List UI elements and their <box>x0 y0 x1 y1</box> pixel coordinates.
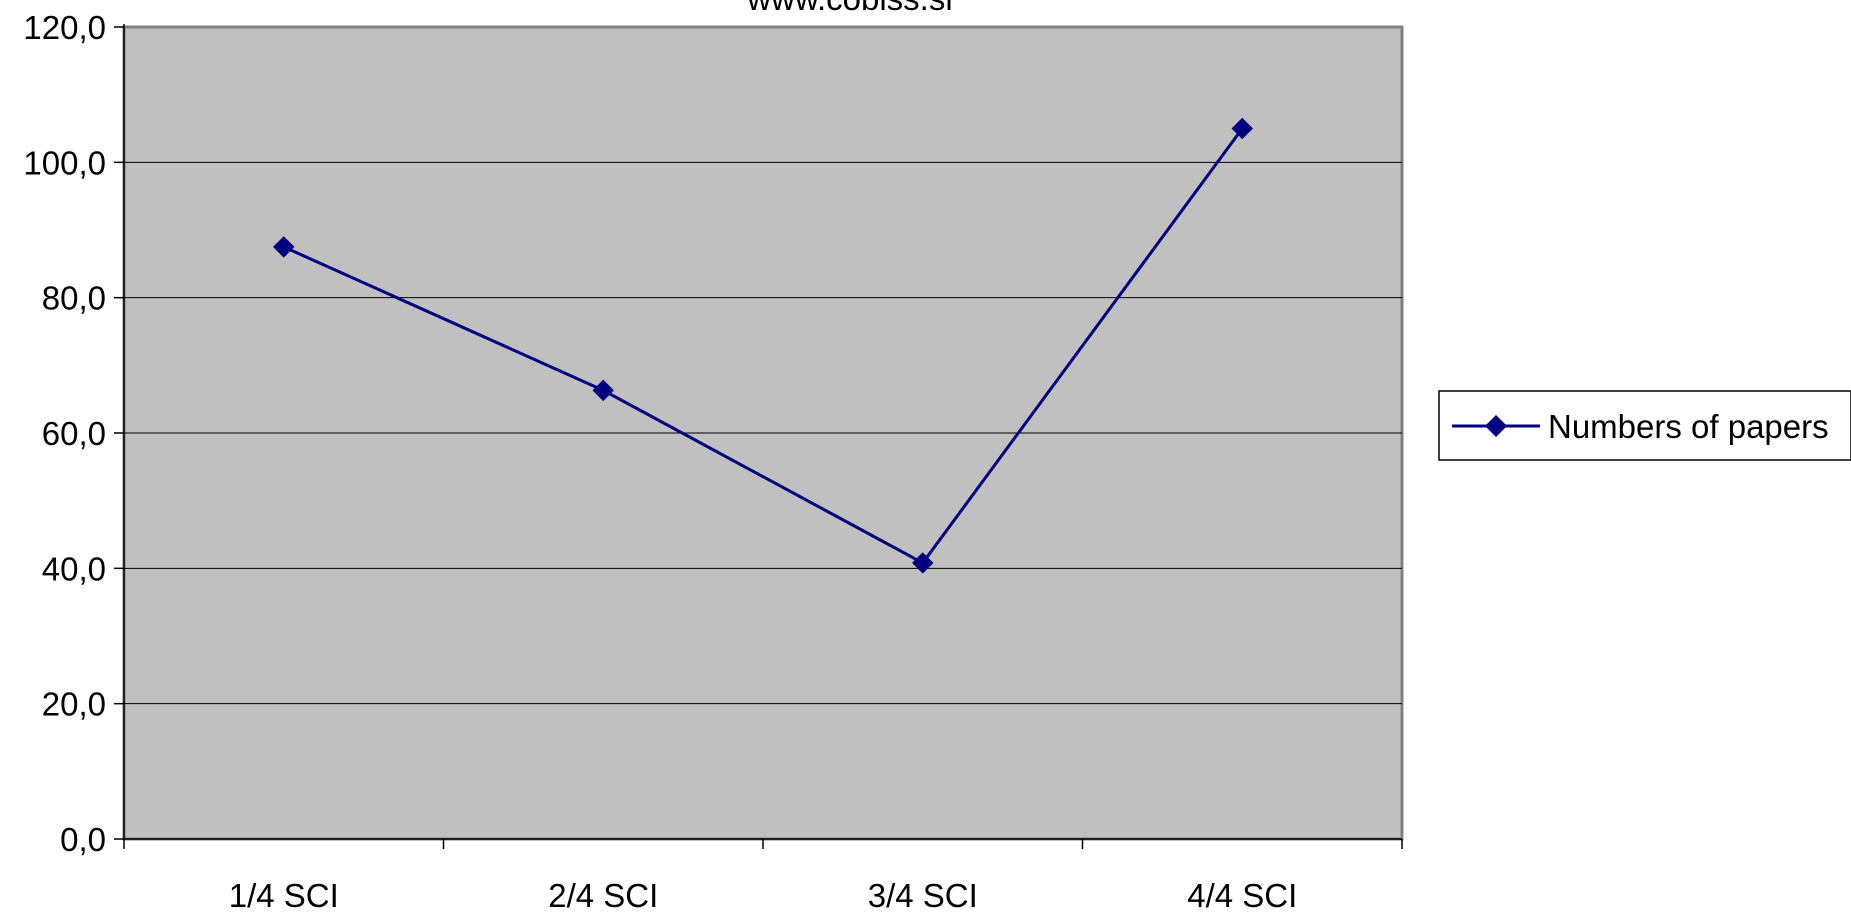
legend: Numbers of papers <box>1438 390 1851 461</box>
chart-title: www.cobiss.si <box>746 0 952 17</box>
data-point-marker <box>592 379 614 402</box>
x-tick-label: 1/4 SCI <box>229 877 339 912</box>
legend-diamond-marker <box>1485 415 1507 437</box>
y-tick-label: 40,0 <box>42 550 106 587</box>
x-tick-label: 4/4 SCI <box>1187 877 1297 912</box>
axes: 0,0 20,0 40,0 60,0 80,0 100,0 120,0 1/4 SCI 2/4 … <box>23 9 1403 912</box>
legend-label: Numbers of papers <box>1548 408 1829 445</box>
y-tick-label: 100,0 <box>23 144 106 181</box>
y-tick-label: 60,0 <box>42 415 106 452</box>
y-tick-label: 80,0 <box>42 280 106 317</box>
x-tick-label: 2/4 SCI <box>548 877 658 912</box>
y-tick-label: 0,0 <box>60 821 106 858</box>
series-line <box>283 127 1244 565</box>
data-point-marker <box>1231 117 1253 140</box>
data-point-marker <box>273 236 295 258</box>
x-tick-label: 3/4 SCI <box>868 877 978 912</box>
data-point-marker <box>912 552 934 574</box>
series-layer <box>273 117 1253 574</box>
y-tick-label: 120,0 <box>23 9 106 46</box>
y-tick-label: 20,0 <box>42 686 106 723</box>
gridlines <box>124 161 1402 705</box>
